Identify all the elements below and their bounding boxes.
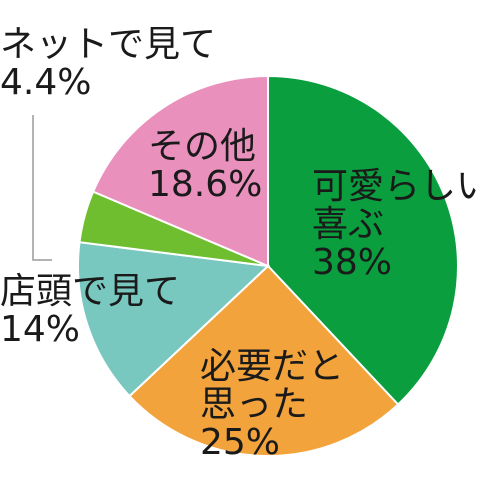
slice-value-online: 4.4% [0, 62, 91, 103]
slice-value-other: 18.6% [148, 164, 262, 205]
slice-label-needed: 必要だと [200, 346, 344, 387]
pie-slice-cute-happy [267, 74, 459, 406]
slice-label-cute-happy: 喜ぶ [312, 204, 384, 245]
slice-label-in-store: 店頭で見て [0, 271, 180, 312]
slice-label-needed: 思った [200, 384, 308, 425]
pie-slices [77, 74, 459, 457]
slice-value-needed: 25% [200, 422, 280, 463]
pie-slice-needed [128, 264, 400, 457]
slice-value-cute-happy: 38% [312, 242, 392, 283]
slice-value-in-store: 14% [0, 309, 80, 350]
pie-slice-in-store [77, 241, 271, 398]
slice-label-cute-happy: 可愛らしい [312, 166, 480, 207]
slice-label-online: ネットで見て [0, 24, 216, 65]
leader-line-online [32, 115, 52, 261]
pie-slice-other [91, 74, 269, 268]
slice-label-other: その他 [148, 126, 256, 167]
